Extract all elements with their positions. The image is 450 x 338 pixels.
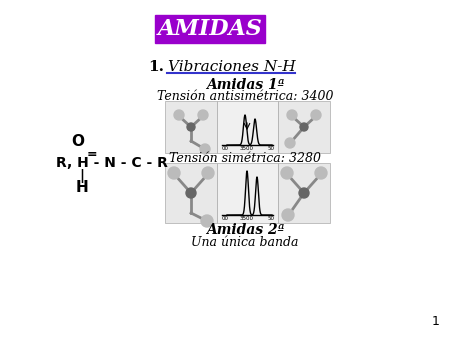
FancyBboxPatch shape bbox=[217, 101, 278, 153]
Text: |: | bbox=[80, 169, 85, 183]
FancyBboxPatch shape bbox=[165, 101, 217, 153]
FancyBboxPatch shape bbox=[155, 15, 265, 43]
Text: Tensión antisimétrica: 3400: Tensión antisimétrica: 3400 bbox=[157, 91, 333, 103]
Text: 50: 50 bbox=[267, 216, 274, 221]
Circle shape bbox=[187, 123, 195, 131]
Circle shape bbox=[198, 110, 208, 120]
Text: 1.: 1. bbox=[148, 60, 164, 74]
Circle shape bbox=[201, 215, 213, 227]
Text: 00: 00 bbox=[221, 216, 229, 221]
Circle shape bbox=[300, 123, 308, 131]
Text: 3500: 3500 bbox=[240, 146, 254, 151]
Text: =: = bbox=[87, 148, 97, 162]
Text: Vibraciones N-H: Vibraciones N-H bbox=[168, 60, 296, 74]
Text: O: O bbox=[72, 134, 85, 148]
Text: 1: 1 bbox=[432, 315, 440, 328]
Text: H: H bbox=[76, 179, 88, 194]
Text: 50: 50 bbox=[267, 146, 274, 151]
Text: Amidas 1ª: Amidas 1ª bbox=[206, 78, 284, 92]
Circle shape bbox=[168, 167, 180, 179]
Text: Una única banda: Una única banda bbox=[191, 236, 299, 248]
Circle shape bbox=[299, 188, 309, 198]
Text: AMIDAS: AMIDAS bbox=[158, 18, 262, 40]
Circle shape bbox=[315, 167, 327, 179]
FancyBboxPatch shape bbox=[278, 101, 330, 153]
Circle shape bbox=[186, 188, 196, 198]
Text: 00: 00 bbox=[221, 146, 229, 151]
FancyBboxPatch shape bbox=[278, 163, 330, 223]
Circle shape bbox=[174, 110, 184, 120]
Circle shape bbox=[281, 167, 293, 179]
Text: 3500: 3500 bbox=[240, 216, 254, 221]
Circle shape bbox=[285, 138, 295, 148]
Circle shape bbox=[200, 144, 210, 154]
Circle shape bbox=[311, 110, 321, 120]
Circle shape bbox=[282, 209, 294, 221]
FancyBboxPatch shape bbox=[165, 163, 217, 223]
FancyBboxPatch shape bbox=[217, 163, 278, 223]
Text: R, H - N - C - R: R, H - N - C - R bbox=[56, 156, 168, 170]
Text: Tensión simétrica: 3280: Tensión simétrica: 3280 bbox=[169, 151, 321, 165]
Circle shape bbox=[202, 167, 214, 179]
Text: Amidas 2ª: Amidas 2ª bbox=[206, 223, 284, 237]
Circle shape bbox=[287, 110, 297, 120]
